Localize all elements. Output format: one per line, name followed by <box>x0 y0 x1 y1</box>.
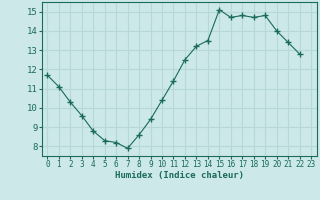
X-axis label: Humidex (Indice chaleur): Humidex (Indice chaleur) <box>115 171 244 180</box>
